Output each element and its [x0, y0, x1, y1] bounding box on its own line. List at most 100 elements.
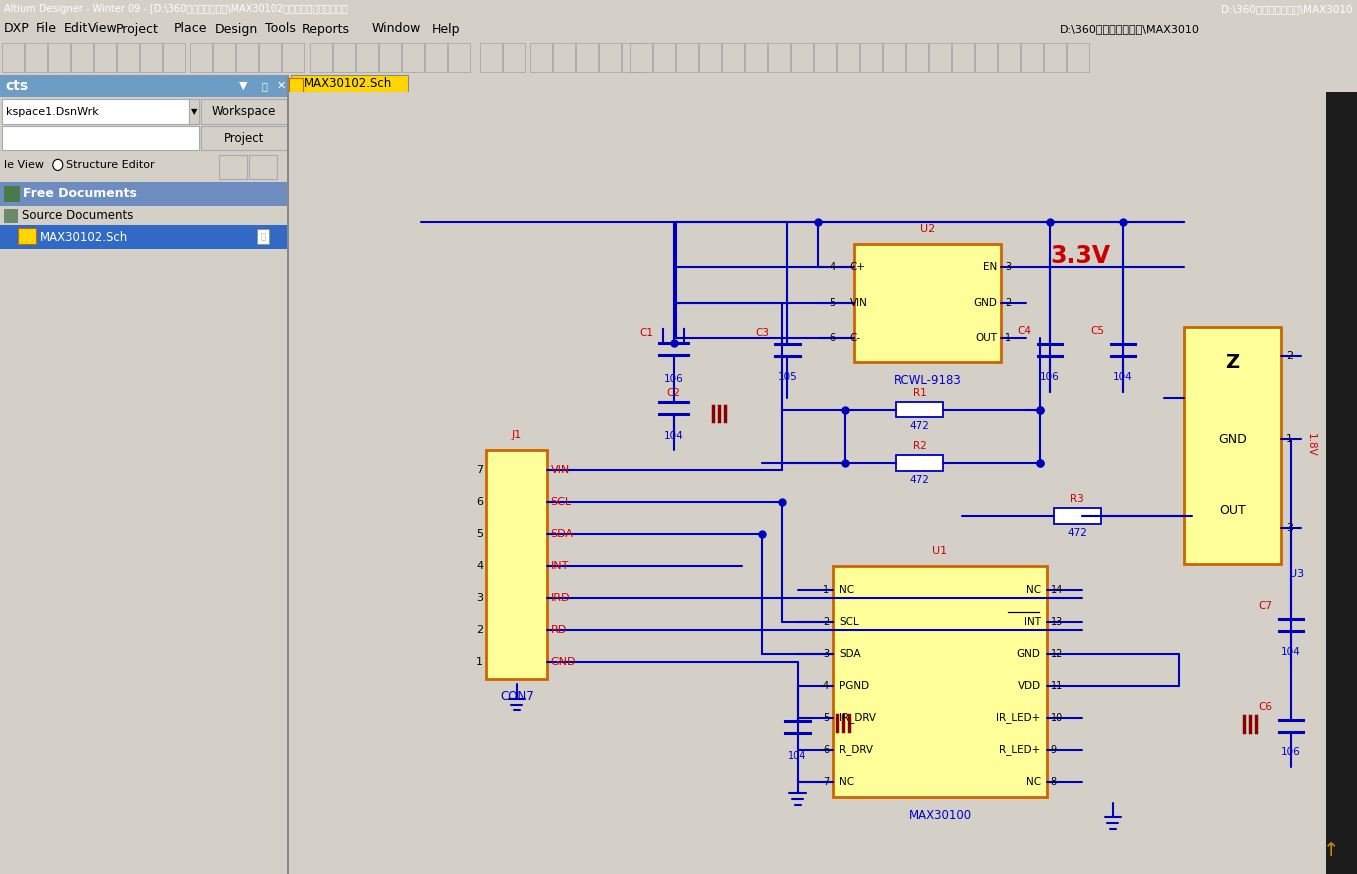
Bar [425, 43, 446, 72]
Bar [1020, 43, 1044, 72]
Text: 4: 4 [829, 262, 835, 273]
Text: 2: 2 [822, 617, 829, 627]
Bar [201, 126, 288, 150]
Text: C4: C4 [1018, 326, 1031, 336]
Text: VDD: VDD [1018, 681, 1041, 690]
Text: 3: 3 [1286, 523, 1293, 533]
Bar [1, 126, 199, 150]
Text: 104: 104 [1113, 371, 1133, 382]
Text: 4: 4 [476, 561, 483, 571]
Text: 🔍: 🔍 [261, 81, 267, 91]
Text: 5: 5 [829, 298, 835, 308]
Text: 106: 106 [1281, 747, 1301, 757]
Text: IR_DRV: IR_DRV [839, 712, 877, 723]
Bar [906, 43, 928, 72]
Text: CON7: CON7 [499, 690, 533, 704]
Bar [503, 43, 525, 72]
Text: C5: C5 [1091, 326, 1105, 336]
Bar [18, 228, 35, 244]
Text: Altium Designer - Winter 09 - [D:\360安全浏览器下载\MAX30102芯片心率血氧传感器模块: Altium Designer - Winter 09 - [D:\360安全浏… [4, 4, 347, 14]
Text: kspace1.DsnWrk: kspace1.DsnWrk [5, 107, 99, 116]
Text: 2: 2 [476, 625, 483, 635]
Bar [974, 43, 997, 72]
Text: NC: NC [1026, 777, 1041, 787]
Text: ✕: ✕ [277, 81, 286, 91]
Text: Window: Window [372, 23, 422, 36]
Text: 2: 2 [1006, 298, 1011, 308]
Text: R1: R1 [913, 388, 927, 398]
Text: SDA: SDA [839, 649, 860, 659]
Text: 106: 106 [1039, 371, 1060, 382]
Bar [575, 43, 598, 72]
Circle shape [53, 159, 62, 170]
Bar [1067, 43, 1090, 72]
Text: VIN: VIN [849, 298, 867, 308]
Text: OUT: OUT [974, 334, 997, 343]
Bar [190, 43, 212, 72]
Bar [1327, 92, 1357, 874]
Text: 472: 472 [909, 421, 930, 432]
Text: 6: 6 [829, 334, 835, 343]
Bar [598, 43, 622, 72]
Bar [259, 43, 281, 72]
Text: RCWL-9183: RCWL-9183 [893, 374, 961, 387]
Text: C1: C1 [639, 328, 653, 337]
Bar [953, 43, 974, 72]
Text: NC: NC [839, 585, 855, 594]
Bar [201, 100, 288, 124]
Text: R_LED+: R_LED+ [1000, 744, 1041, 755]
Text: 9: 9 [1050, 745, 1057, 754]
Text: VIN: VIN [551, 465, 570, 475]
Bar [722, 43, 744, 72]
Text: PGND: PGND [839, 681, 870, 690]
Text: 4: 4 [822, 681, 829, 690]
Text: 6: 6 [822, 745, 829, 754]
Bar [997, 43, 1020, 72]
Bar [630, 43, 651, 72]
Text: Edit: Edit [64, 23, 88, 36]
Text: 2: 2 [1286, 351, 1293, 361]
Text: J1: J1 [512, 430, 522, 440]
Text: Help: Help [432, 23, 460, 36]
Text: D:\360安全浏览器下载\MAX3010: D:\360安全浏览器下载\MAX3010 [1221, 4, 1353, 14]
Bar [814, 43, 836, 72]
Bar [402, 43, 423, 72]
Text: 10: 10 [1050, 712, 1063, 723]
Bar [653, 43, 674, 72]
Text: R2: R2 [913, 441, 927, 451]
Bar [290, 75, 408, 92]
Bar [745, 43, 767, 72]
Bar [1, 43, 24, 72]
Text: 5: 5 [476, 529, 483, 539]
Bar [1185, 327, 1281, 564]
Text: Free Documents: Free Documents [23, 187, 137, 200]
Bar [854, 244, 1001, 362]
Text: 11: 11 [1050, 681, 1063, 690]
Bar [288, 75, 289, 874]
Text: DXP: DXP [4, 23, 30, 36]
Text: INT: INT [1023, 617, 1041, 627]
Bar [833, 566, 1046, 797]
Bar [480, 43, 502, 72]
Text: 7: 7 [822, 777, 829, 787]
Text: GND: GND [1219, 433, 1247, 446]
Text: Z: Z [1225, 352, 1239, 371]
Text: OUT: OUT [1219, 503, 1246, 517]
Text: C-: C- [849, 334, 860, 343]
Text: 3.3V: 3.3V [1050, 244, 1110, 267]
Bar [896, 402, 943, 417]
Text: File: File [37, 23, 57, 36]
Bar [256, 229, 269, 244]
Text: MAX30102.Sch: MAX30102.Sch [39, 231, 128, 244]
Text: C7: C7 [1258, 601, 1273, 611]
Text: RD: RD [551, 625, 567, 635]
Text: C6: C6 [1258, 702, 1273, 712]
Bar [356, 43, 379, 72]
Text: U1: U1 [932, 546, 947, 557]
Text: ▼: ▼ [239, 81, 248, 91]
Text: Source Documents: Source Documents [22, 210, 133, 223]
Bar [282, 43, 304, 72]
Text: 104: 104 [1281, 647, 1301, 656]
Bar [896, 455, 943, 470]
Text: MAX30100: MAX30100 [908, 808, 972, 822]
